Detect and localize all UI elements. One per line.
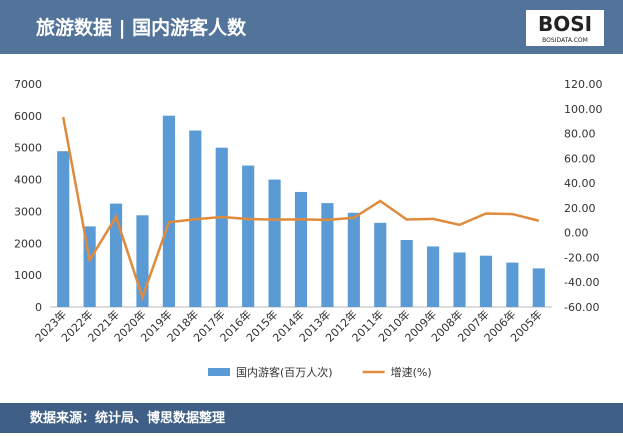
header-bar — [0, 0, 623, 54]
y2-tick-label: 40.00 — [564, 177, 596, 190]
y2-tick-label: 100.00 — [564, 103, 603, 116]
bar — [321, 203, 334, 307]
bar — [347, 212, 360, 307]
y2-tick-label: 0.00 — [564, 227, 589, 240]
y-tick-label: 7000 — [14, 78, 42, 91]
bar — [427, 246, 440, 307]
y2-tick-label: -40.00 — [564, 276, 599, 289]
bar — [215, 147, 228, 307]
legend-label: 增速(%) — [391, 365, 432, 379]
bar — [400, 240, 413, 307]
bar — [453, 252, 466, 307]
bar — [294, 191, 308, 307]
y2-tick-label: -20.00 — [564, 251, 599, 264]
footer-bar — [0, 403, 623, 433]
bar — [162, 115, 175, 307]
y2-tick-label: -60.00 — [564, 301, 599, 314]
bar — [479, 255, 493, 307]
bar — [242, 165, 255, 307]
logo: BOSI — [538, 12, 592, 36]
chart-title: 旅游数据 | 国内游客人数 — [36, 16, 247, 39]
y-tick-label: 4000 — [14, 174, 42, 187]
legend-swatch — [208, 368, 230, 376]
y2-tick-label: 80.00 — [564, 128, 596, 141]
line — [61, 116, 540, 302]
y-tick-label: 5000 — [14, 142, 42, 155]
logo-sub: BOSIDATA.COM — [542, 37, 588, 44]
bar — [532, 268, 545, 307]
bar — [374, 222, 387, 307]
y2-tick-label: 20.00 — [564, 202, 596, 215]
y2-tick-label: 60.00 — [564, 152, 596, 165]
bar — [268, 179, 281, 307]
logo-box — [526, 10, 604, 46]
y-tick-label: 0 — [35, 301, 42, 314]
y-tick-label: 2000 — [14, 237, 42, 250]
bar — [506, 262, 519, 307]
source: 数据来源：统计局、博思数据整理 — [30, 410, 225, 426]
y-tick-label: 6000 — [14, 110, 42, 123]
bar — [57, 151, 70, 307]
y-tick-label: 1000 — [14, 269, 42, 282]
y-tick-label: 3000 — [14, 205, 42, 218]
y2-tick-label: 120.00 — [564, 78, 603, 91]
legend-label: 国内游客(百万人次) — [236, 365, 333, 379]
